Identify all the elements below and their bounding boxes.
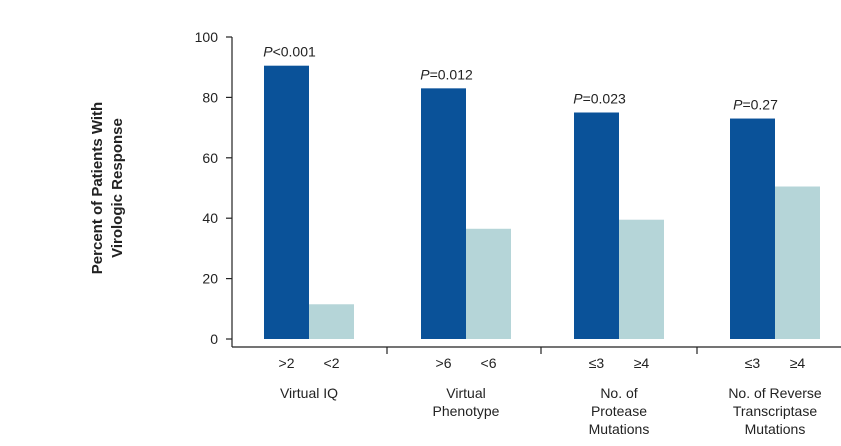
bars [264,65,820,339]
bar-light [775,186,820,339]
bar-dark [421,88,466,339]
y-tick-label: 0 [210,331,218,347]
y-tick-label: 100 [195,29,219,45]
p-value-number: =0.012 [430,66,473,82]
bar-category-label: ≥4 [634,355,650,371]
bar-category-label: >2 [279,355,295,371]
group-label-line: No. of Reverse [728,385,822,401]
p-value-italic-p: P [420,66,430,82]
bar-category-label: <2 [324,355,340,371]
p-value-italic-p: P [573,91,583,107]
bar-category-label: >6 [436,355,452,371]
bar-light [466,228,511,339]
bar-category-label: <6 [481,355,497,371]
bar-light [309,304,354,339]
group-label-line: Phenotype [433,403,500,419]
y-axis-title-line: Virologic Response [109,118,126,258]
group-label-line: Transcriptase [733,403,818,419]
group-label-line: Virtual IQ [280,385,338,401]
p-value-label: P=0.023 [573,91,626,107]
p-value-number: <0.001 [273,44,316,60]
bar-category-label: ≤3 [589,355,605,371]
bar-category-label: ≤3 [745,355,761,371]
p-value-label: P=0.012 [420,66,473,82]
y-tick-label: 40 [202,210,218,226]
bar-light [619,219,664,339]
y-axis-title: Percent of Patients With Virologic Respon… [89,102,126,274]
p-value-italic-p: P [733,97,743,113]
p-value-italic-p: P [263,44,273,60]
group-label-line: No. of [600,385,637,401]
p-value-label: P=0.27 [733,97,778,113]
group-label-line: Mutations [745,421,806,437]
bar-dark [730,118,775,339]
bar-dark [264,65,309,339]
p-value-label: P<0.001 [263,44,316,60]
group-label-line: Mutations [589,421,650,437]
bar-category-label: ≥4 [790,355,806,371]
axes: 0 20 40 60 80 100 [195,29,841,354]
p-value-number: =0.27 [742,97,778,113]
bar-dark [574,112,619,339]
p-value-number: =0.023 [583,91,626,107]
y-tick-label: 20 [202,271,218,287]
group-label-line: Virtual [446,385,485,401]
y-tick-label: 80 [202,89,218,105]
group-label-line: Protease [591,403,647,419]
y-axis-title-line: Percent of Patients With [89,102,106,274]
y-tick-label: 60 [202,150,218,166]
